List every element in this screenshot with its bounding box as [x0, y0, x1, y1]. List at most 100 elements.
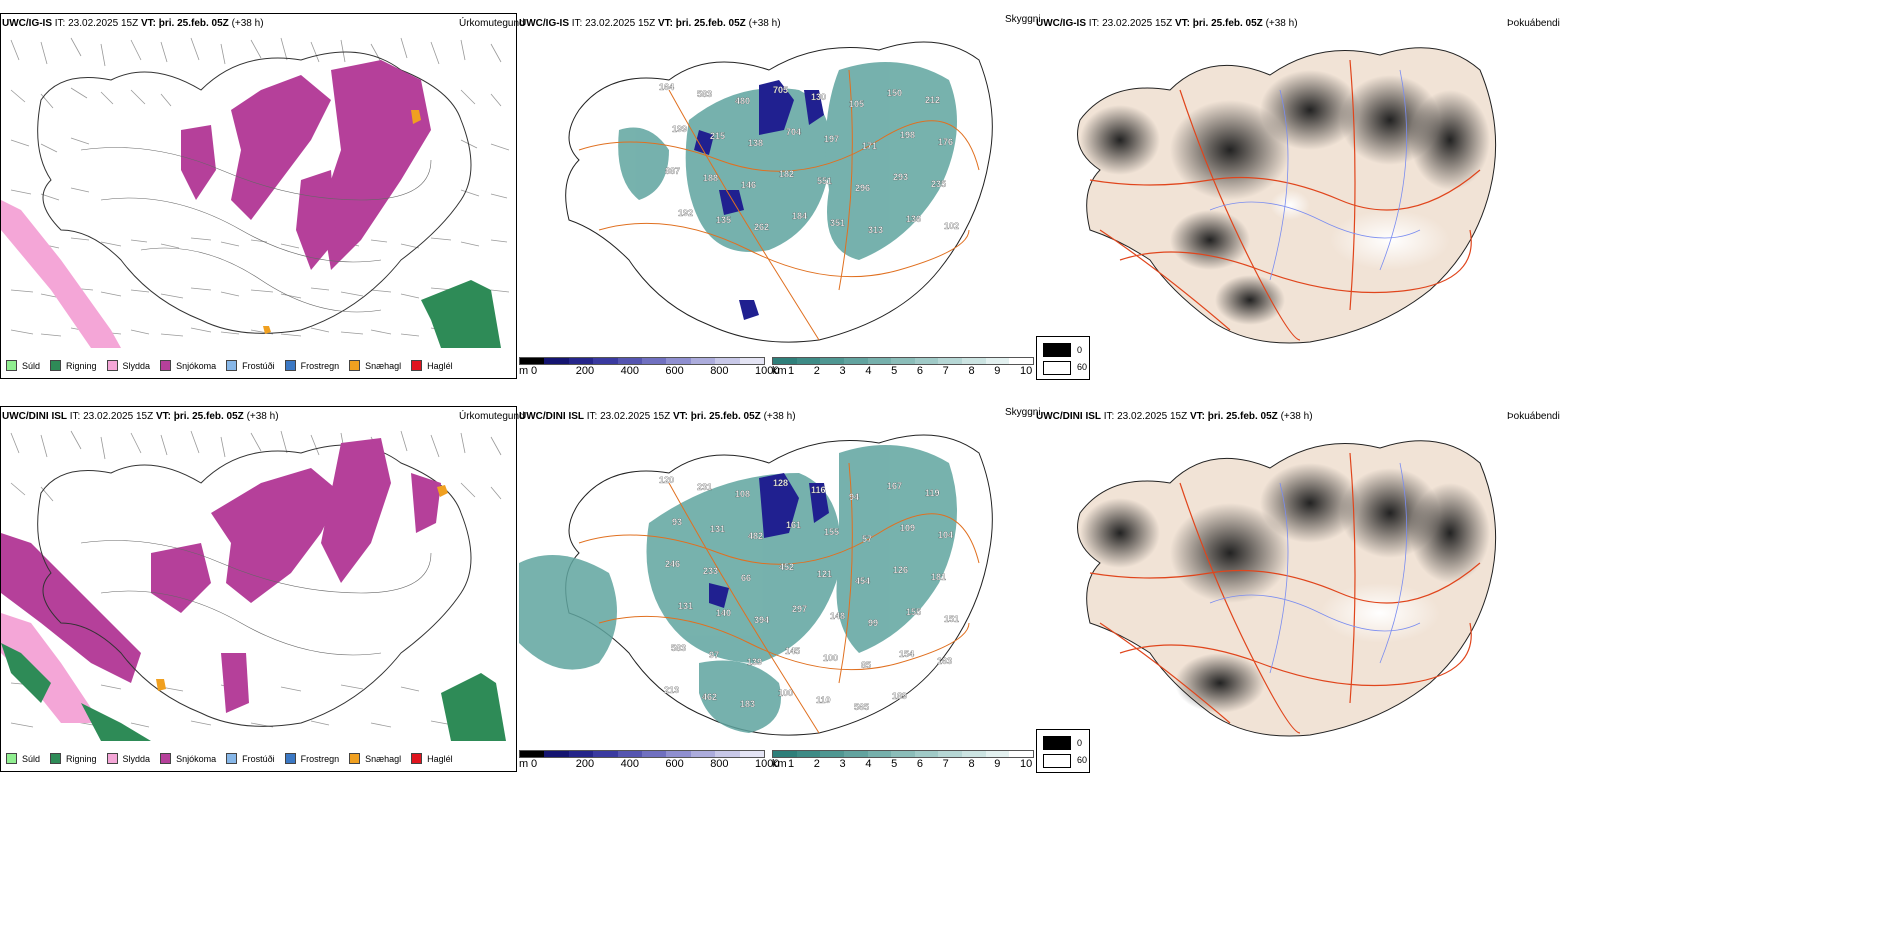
cloud-key-row2: 0 60 — [1036, 729, 1090, 773]
ceiling-value-label: 131 — [678, 601, 693, 611]
colorbar-segment — [843, 358, 868, 364]
colorbar-tick: 9 — [994, 365, 1001, 377]
colorbar-segment — [568, 358, 594, 364]
colorbar-segment — [1009, 358, 1034, 364]
legend-item: Súld — [6, 360, 40, 371]
ceiling-value-label: 154 — [899, 649, 914, 659]
ceiling-value-label: 394 — [754, 615, 769, 625]
colorbar-segment — [796, 751, 821, 757]
colorbar-segment — [867, 751, 892, 757]
colorbar-segment — [938, 751, 963, 757]
colorbar-tick: 8 — [968, 365, 975, 377]
colorbar-tick: 10 — [1020, 758, 1033, 770]
visibility-colorbar-row1 — [772, 357, 1034, 365]
colorbar-segment — [568, 751, 594, 757]
precip-map-row2 — [1, 430, 506, 741]
colorbar-segment — [891, 751, 915, 757]
colorbar-segment — [520, 751, 545, 757]
ceiling-value-label: 313 — [868, 225, 883, 235]
ceiling-value-label: 565 — [854, 702, 869, 712]
ceiling-value-label: 139 — [747, 657, 762, 667]
ceiling-value-label: 551 — [817, 176, 832, 186]
precip-legend-row1: Súld Rigning Slydda Snjókoma Frostúði Fr… — [6, 360, 453, 371]
ceiling-value-label: 297 — [792, 604, 807, 614]
colorbar-segment — [820, 358, 844, 364]
ceiling-value-label: 131 — [710, 524, 725, 534]
colorbar-tick: 2 — [813, 758, 820, 770]
legend-item: Snæhagl — [349, 753, 401, 764]
ceiling-value-label: 480 — [735, 96, 750, 106]
colorbar-segment — [914, 751, 939, 757]
ceiling-value-label: 705 — [773, 85, 788, 95]
header-row1-fog: UWC/IG-IS IT: 23.02.2025 15Z VT: þri. 25… — [1036, 18, 1298, 29]
ceiling-value-label: 155 — [906, 607, 921, 617]
colorbar-tick: 6 — [916, 365, 923, 377]
colorbar-segment — [867, 358, 892, 364]
cloud-key-label-0: 0 — [1077, 738, 1083, 748]
ceiling-value-label: 138 — [748, 138, 763, 148]
swatch-frostudi — [226, 360, 238, 371]
ceiling-value-label: 100 — [823, 653, 838, 663]
swatch-hagel — [411, 360, 423, 371]
visibility-ticks-row2: km 1 2 3 4 5 6 7 8 9 10 — [772, 758, 1034, 772]
ceiling-value-label: 150 — [887, 88, 902, 98]
ceiling-value-label: 116 — [811, 485, 826, 495]
ceiling-value-label: 583 — [697, 89, 712, 99]
ceiling-value-label: 197 — [824, 134, 839, 144]
ceiling-value-label: 121 — [817, 569, 832, 579]
precip-title-row2: Úrkomutegund — [459, 411, 525, 422]
fog-title-row2: Þokuábendi — [1507, 411, 1560, 422]
legend-item: Frostúði — [226, 753, 275, 764]
colorbar-tick: 1000 — [755, 365, 780, 377]
visibility-ticks-row1: km 1 2 3 4 5 6 7 8 9 10 — [772, 365, 1034, 379]
ceiling-value-label: 262 — [754, 222, 769, 232]
ceiling-value-label: 108 — [735, 489, 750, 499]
ceiling-value-label: 233 — [703, 566, 718, 576]
colorbar-tick: 200 — [575, 758, 595, 770]
colorbar-unit: m — [519, 365, 529, 377]
ceiling-value-label: 163 — [937, 656, 952, 666]
ceiling-value-label: 120 — [659, 475, 674, 485]
fog-map-row2 — [1077, 440, 1497, 737]
colorbar-segment — [715, 751, 740, 757]
colorbar-tick: 3 — [839, 365, 846, 377]
colorbar-segment — [666, 751, 691, 757]
swatch-snaehagl — [349, 360, 361, 371]
ceiling-value-label: 136 — [906, 214, 921, 224]
colorbar-segment — [666, 358, 691, 364]
swatch-rigning — [50, 360, 62, 371]
cloud-key-swatch-0 — [1043, 736, 1071, 750]
cloud-key-row1: 0 60 — [1036, 336, 1090, 380]
colorbar-tick: 9 — [994, 758, 1001, 770]
legend-item: Frostúði — [226, 360, 275, 371]
ceiling-value-label: 184 — [792, 211, 807, 221]
visibility-labels-row2: 120 231 108 128 116 94 167 119 93 131 482 161 155 57 1… — [659, 475, 959, 712]
legend-item: Haglél — [411, 753, 453, 764]
colorbar-tick: 4 — [865, 758, 872, 770]
colorbar-tick: 10 — [1020, 365, 1033, 377]
colorbar-segment — [593, 751, 618, 757]
legend-item: Frostregn — [284, 753, 339, 764]
ceiling-value-label: 85 — [861, 660, 871, 670]
ceiling-value-label: 167 — [887, 481, 902, 491]
colorbar-tick: 6 — [916, 758, 923, 770]
cloud-key-label-60: 60 — [1077, 362, 1088, 372]
swatch-sudd — [6, 753, 17, 764]
colorbar-tick: 800 — [710, 365, 729, 377]
ceiling-value-label: 235 — [931, 179, 946, 189]
ceiling-value-label: 231 — [697, 482, 712, 492]
colorbar-segment — [962, 751, 986, 757]
ceiling-value-label: 161 — [786, 520, 801, 530]
colorbar-segment — [962, 358, 986, 364]
colorbar-segment — [544, 358, 569, 364]
colorbar-tick: 200 — [575, 365, 595, 377]
colorbar-segment — [914, 358, 939, 364]
ceiling-value-label: 145 — [785, 646, 800, 656]
colorbar-segment — [739, 751, 765, 757]
fog-map-row1 — [1077, 47, 1497, 344]
colorbar-tick: 1 — [788, 365, 795, 377]
colorbar-tick: 2 — [813, 365, 820, 377]
ceiling-value-label: 130 — [811, 92, 826, 102]
swatch-snjokoma — [160, 753, 172, 764]
colorbar-segment — [985, 751, 1010, 757]
